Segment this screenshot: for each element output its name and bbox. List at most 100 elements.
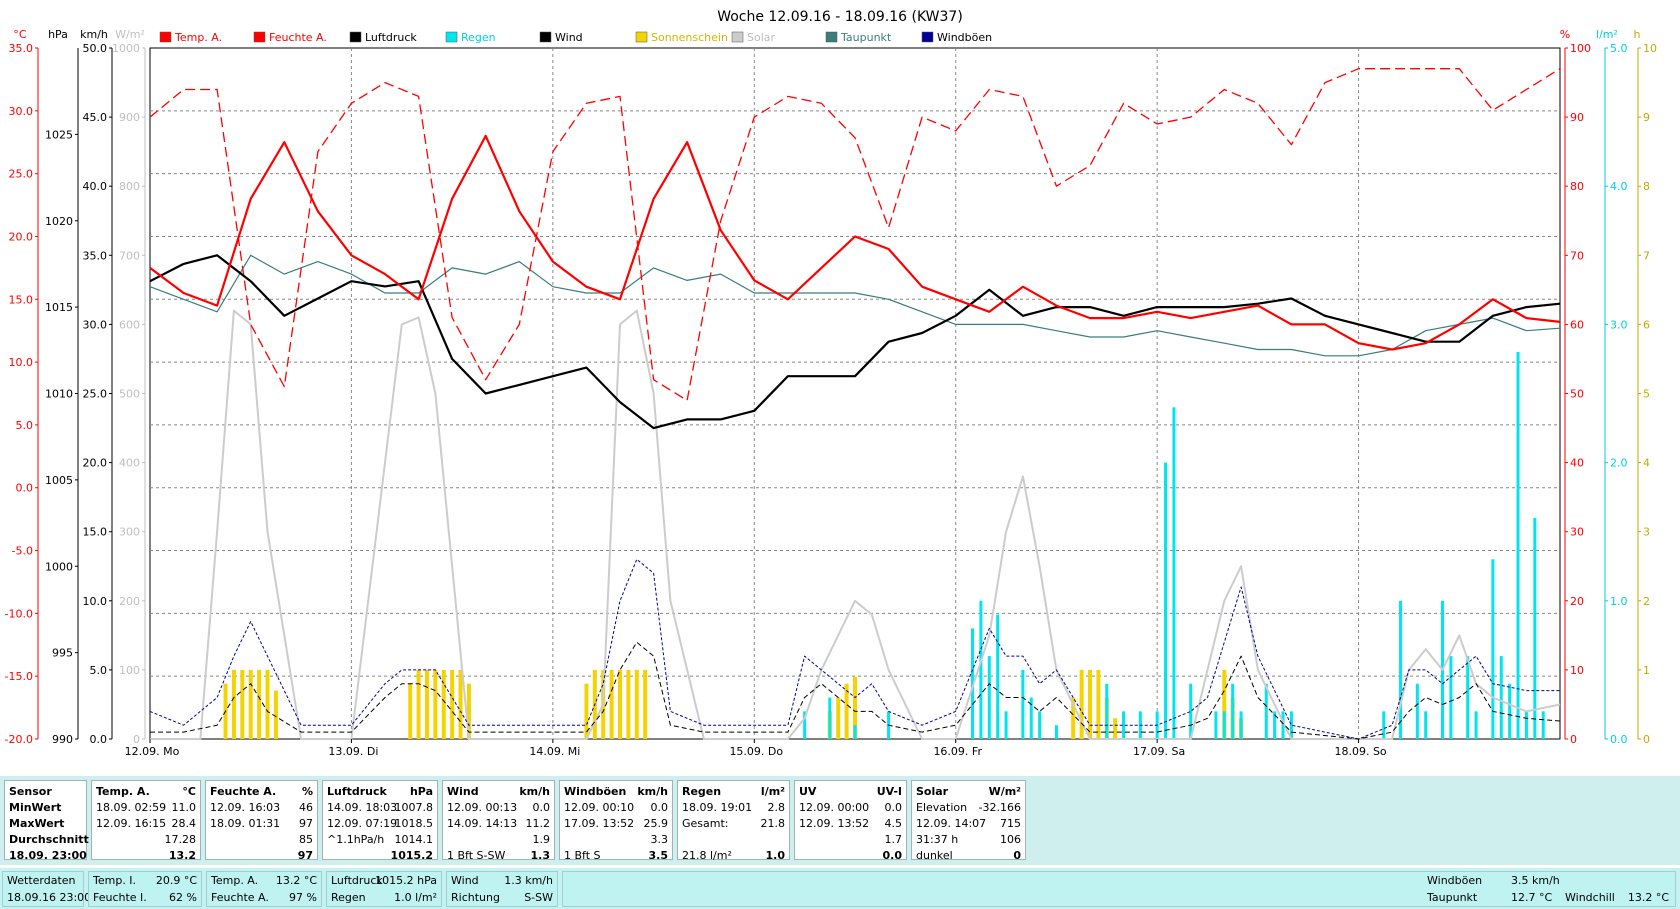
legend-label: Luftdruck [365,31,417,44]
tick-label-temp: 15.0 [9,293,34,306]
stat-solar-avg_t: 31:37 h [916,833,959,846]
status-wb-value: 3.5 km/h [1511,874,1560,887]
sunshine-bar [1079,669,1084,739]
stat-temp-avg_v: 17.28 [164,833,197,846]
tick-label-humidity: 20 [1570,595,1584,608]
weather-chart: Woche 12.09.16 - 18.09.16 (KW37) °C hPa km… [5,9,1657,758]
sunshine-bar [424,669,429,739]
stat-hum-min_t: 12.09. 16:03 [210,801,281,814]
sunshine-bar [466,683,471,739]
status-wc-label: Windchill [1565,891,1615,904]
stat-wind-unit: km/h [519,785,550,798]
tick-label-rain: 5.0 [1610,42,1628,55]
rain-bar [1172,407,1176,739]
status-wc-value: 13.2 °C [1627,891,1669,904]
axis-unit-rain: l/m² [1596,28,1618,41]
stat-gust-avg_v: 3.3 [650,833,669,846]
stat-press-max_v: 1018.5 [394,817,434,830]
stat-gust-unit: km/h [637,785,668,798]
statistics-panel: Sensor MinWert MaxWert Durchschnitt 18.0… [0,776,1680,865]
x-tick-label: 18.09. So [1334,745,1386,758]
rain-bar [1021,669,1025,739]
tick-label-solar: 800 [119,180,140,193]
rain-bar [1122,711,1126,739]
sunshine-bar [618,669,622,739]
sunshine-bar [584,683,589,739]
tick-label-sun: 0 [1643,733,1650,746]
stat-wind-min_v: 0.0 [532,801,551,814]
tick-label-sun: 10 [1643,42,1657,55]
stat-box-solar: Solar W/m² Elevation -32.166 12.09. 14:07 715… [911,780,1026,862]
legend-swatch [159,31,172,43]
series-line-luftdruck [149,254,1561,430]
rain-bar [1222,711,1226,739]
tick-label-solar: 500 [119,388,140,401]
x-tick-label: 17.09. Sa [1133,745,1185,758]
legend-swatch [349,31,362,43]
stat-uv-avg_v: 1.7 [884,833,903,846]
tick-label-pressure: 995 [52,647,73,660]
sunshine-bar [248,669,253,739]
sunshine-bar [257,669,262,739]
status-wi-value: 1.3 km/h [504,874,553,887]
stat-gust-max_v: 25.9 [643,817,669,830]
status-fi-value: 62 % [169,891,197,904]
sunshine-bar [416,669,421,739]
axis-unit-sun: h [1634,28,1641,41]
series-line-feuchte-a [149,68,1561,402]
stat-temp-now_v: 13.2 [168,849,196,862]
stat-box-press: Luftdruck hPa 14.09. 18:03 1007.8 12.09. 07:… [322,780,438,862]
tick-label-sun: 7 [1643,249,1650,262]
stat-wind-now_t: 1 Bft S-SW [447,849,506,862]
stat-rain-now_v: 1.0 [765,849,786,862]
series-line-temp-a [149,134,1561,351]
stat-hum-unit: % [301,785,313,798]
stat-hum-max_v: 97 [299,817,313,830]
sunshine-bar [441,669,446,739]
sunshine-bar [836,697,841,739]
stat-press-head: Luftdruck [327,785,387,798]
x-tick-label: 14.09. Mi [529,745,580,758]
stat-gust-min_v: 0.0 [650,801,669,814]
stat-rain-max_t: Gesamt: [682,817,729,830]
stat-press-min_t: 14.09. 18:03 [327,801,398,814]
rain-bar [1449,656,1453,739]
status-rg-label: Regen [331,891,366,904]
rain-bar [1499,656,1503,739]
tick-label-humidity: 40 [1570,457,1584,470]
stat-uv-unit: UV-I [876,785,902,798]
tick-label-pressure: 990 [52,733,73,746]
stat-temp-min_t: 18.09. 02:59 [96,801,167,814]
legend-label: Taupunkt [840,31,892,44]
sunshine-bar [408,683,413,739]
stat-wind-avg_v: 1.9 [532,833,551,846]
rain-bar [1273,711,1277,739]
rain-bar [1424,711,1428,739]
status-rg-value: 1.0 l/m² [394,891,437,904]
rain-bar [1516,352,1520,739]
stat-solar-max_t: 12.09. 14:07 [916,817,987,830]
rain-bar [979,600,983,739]
axis-unit-temp: °C [13,28,27,41]
tick-label-sun: 4 [1643,457,1650,470]
stat-rain-head: Regen [682,785,722,798]
rain-bar [1281,711,1285,739]
stat-wind-max_t: 14.09. 14:13 [447,817,518,830]
axis-unit-solar: W/m² [115,28,145,41]
rain-bar [1541,711,1545,739]
tick-label-temp: 10.0 [9,356,34,369]
rain-bar [1474,711,1478,739]
x-tick-label: 16.09. Fr [933,745,982,758]
stat-solar-head: Solar [916,785,949,798]
tick-label-sun: 1 [1643,664,1650,677]
rain-bar [1399,600,1403,739]
status-fa-label: Feuchte A. [211,891,269,904]
status-extra: Windböen 3.5 km/h Taupunkt 12.7 °C Windc… [562,871,1676,907]
stat-box-wind: Wind km/h 12.09. 00:13 0.0 14.09. 14:13 11.2 1… [442,780,555,862]
tick-label-temp: 25.0 [9,168,34,181]
min-label: MinWert [9,801,62,814]
stat-press-min_v: 1007.8 [394,801,434,814]
tick-label-solar: 900 [119,111,140,124]
tick-label-sun: 9 [1643,111,1650,124]
sunshine-bar [1222,669,1227,739]
